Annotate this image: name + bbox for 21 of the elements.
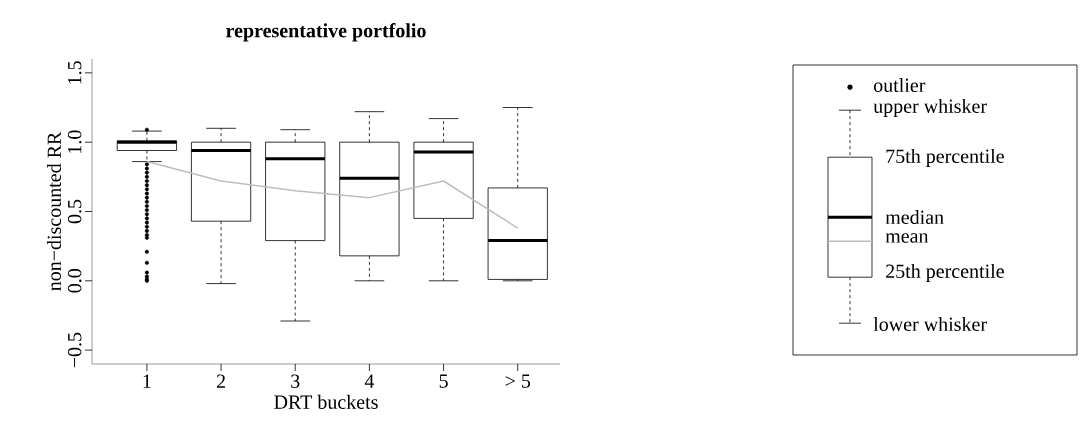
x-tick-label: 4 — [364, 374, 375, 388]
text: outlier — [873, 77, 926, 93]
x-tick-label: 2 — [216, 374, 225, 388]
x-axis-title: DRT buckets — [274, 394, 378, 409]
y-tick-label: 1.5 — [67, 61, 82, 84]
x-tick-label: 1 — [143, 374, 151, 388]
y-tick-label: 1.0 — [67, 130, 82, 153]
text: lower whisker — [873, 316, 987, 332]
text: mean — [885, 233, 929, 243]
x-tick-label: 3 — [291, 374, 300, 388]
y-axis-title: non−discounted RR — [46, 131, 62, 291]
x-tick-label: > 5 — [505, 374, 531, 388]
text: upper whisker — [873, 98, 987, 118]
y-tick-label: 0.5 — [67, 199, 82, 224]
y-tick-label: −0.5 — [67, 332, 82, 368]
text: median — [885, 209, 944, 225]
y-tick-label: 0.0 — [67, 269, 82, 293]
text: 25th percentile — [886, 263, 1004, 283]
chart-title: representative portfolio — [226, 23, 426, 42]
x-tick-label: 5 — [439, 374, 448, 388]
text: 75th percentile — [886, 148, 1004, 168]
